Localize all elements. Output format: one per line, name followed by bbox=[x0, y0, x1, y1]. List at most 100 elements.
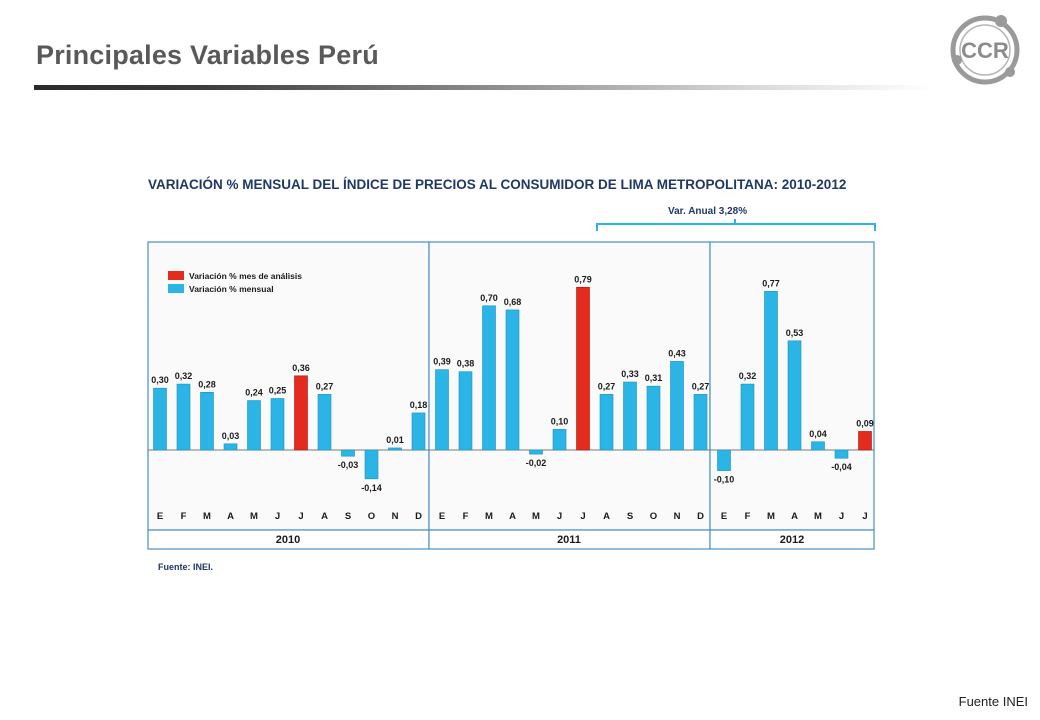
month-label-2012-2: F bbox=[745, 511, 751, 522]
value-label-2012-7: 0,09 bbox=[856, 418, 874, 428]
value-label-2010-11: 0,01 bbox=[386, 435, 404, 445]
month-label-2011-6: J bbox=[557, 511, 562, 522]
value-label-2010-1: 0,30 bbox=[151, 375, 169, 385]
year-label-2010: 2010 bbox=[276, 534, 300, 546]
bar-2012-4 bbox=[787, 340, 802, 451]
bar-2011-11 bbox=[670, 361, 684, 451]
bar-2010-8 bbox=[317, 394, 332, 451]
legend-label-monthly: Variación % mensual bbox=[189, 284, 274, 294]
bar-2011-5 bbox=[529, 449, 543, 455]
month-label-2012-7: J bbox=[862, 511, 867, 522]
value-label-2010-9: -0,03 bbox=[338, 460, 359, 470]
bar-2010-9 bbox=[341, 449, 355, 457]
value-label-2012-4: 0,53 bbox=[786, 328, 804, 338]
value-label-2010-3: 0,28 bbox=[198, 379, 216, 389]
value-label-2011-10: 0,31 bbox=[645, 373, 663, 383]
bar-2010-2 bbox=[176, 383, 191, 451]
chart-source: Fuente: INEI. bbox=[158, 562, 213, 572]
value-label-2011-6: 0,10 bbox=[551, 416, 569, 426]
chart-title: VARIACIÓN % MENSUAL DEL ÍNDICE DE PRECIO… bbox=[148, 177, 846, 192]
bar-2011-9 bbox=[623, 381, 637, 451]
month-label-2011-11: N bbox=[674, 511, 681, 522]
month-label-2011-1: E bbox=[439, 511, 445, 522]
value-label-2011-2: 0,38 bbox=[457, 359, 475, 369]
bar-2010-11 bbox=[388, 447, 402, 451]
month-label-2011-2: F bbox=[463, 511, 469, 522]
legend-label-highlight: Variación % mes de análisis bbox=[189, 271, 302, 281]
value-label-2011-3: 0,70 bbox=[480, 293, 498, 303]
value-label-2010-6: 0,25 bbox=[269, 386, 287, 396]
year-label-2012: 2012 bbox=[780, 534, 804, 546]
panel-2010 bbox=[147, 241, 430, 531]
bar-2010-5 bbox=[247, 400, 261, 451]
bar-2012-7 bbox=[858, 431, 872, 451]
annual-variation-label: Var. Anual 3,28% bbox=[668, 206, 747, 217]
value-label-2011-9: 0,33 bbox=[621, 369, 639, 379]
bar-2012-6 bbox=[834, 449, 849, 459]
value-label-2011-4: 0,68 bbox=[504, 297, 522, 307]
bar-2011-2 bbox=[458, 371, 473, 451]
value-label-2010-7: 0,36 bbox=[292, 363, 310, 373]
value-label-2011-7: 0,79 bbox=[574, 274, 592, 284]
bars-layer: 0,30 E 0,32 F 0,28 M 0,03 A 0,24 M 0,25 J 0,36 J 0,27 A… bbox=[151, 274, 874, 522]
value-label-2012-3: 0,77 bbox=[762, 278, 780, 288]
month-label-2010-2: F bbox=[181, 511, 187, 522]
bar-2011-1 bbox=[435, 369, 449, 451]
bar-2011-4 bbox=[505, 309, 520, 451]
month-label-2011-10: O bbox=[650, 511, 657, 522]
bar-2010-7 bbox=[294, 375, 308, 451]
month-label-2010-11: N bbox=[392, 511, 399, 522]
bar-2012-2 bbox=[740, 383, 755, 451]
logo-text: CCR bbox=[961, 38, 1009, 63]
bar-2011-6 bbox=[552, 429, 567, 451]
bar-2012-1 bbox=[717, 449, 731, 471]
month-label-2012-1: E bbox=[721, 511, 727, 522]
bar-2010-1 bbox=[153, 387, 167, 451]
month-label-2011-7: J bbox=[580, 511, 585, 522]
month-label-2011-9: S bbox=[627, 511, 633, 522]
bar-2010-6 bbox=[270, 398, 285, 451]
month-label-2011-12: D bbox=[697, 511, 704, 522]
bar-2010-12 bbox=[411, 412, 426, 451]
footer-source: Fuente INEI bbox=[958, 694, 1028, 709]
page-title: Principales Variables Perú bbox=[36, 40, 379, 70]
ccr-logo: CCR bbox=[950, 15, 1020, 85]
bar-2010-10 bbox=[364, 449, 379, 480]
value-label-2011-5: -0,02 bbox=[526, 458, 547, 468]
month-label-2010-7: J bbox=[298, 511, 303, 522]
month-label-2012-5: M bbox=[814, 511, 822, 522]
bar-2012-5 bbox=[811, 441, 825, 451]
month-label-2011-5: M bbox=[532, 511, 540, 522]
bar-2011-7 bbox=[576, 286, 590, 451]
month-label-2010-10: O bbox=[368, 511, 375, 522]
legend-swatch-highlight bbox=[168, 271, 184, 280]
month-label-2012-6: J bbox=[839, 511, 844, 522]
month-label-2010-3: M bbox=[203, 511, 211, 522]
value-label-2010-4: 0,03 bbox=[222, 431, 240, 441]
value-label-2010-10: -0,14 bbox=[361, 483, 382, 493]
bar-2011-12 bbox=[693, 394, 708, 451]
month-label-2010-5: M bbox=[250, 511, 258, 522]
month-label-2010-1: E bbox=[157, 511, 163, 522]
bar-2010-4 bbox=[223, 443, 238, 451]
month-label-2011-4: A bbox=[509, 511, 516, 522]
annual-bracket bbox=[596, 219, 876, 231]
value-label-2012-1: -0,10 bbox=[714, 475, 735, 485]
bar-2011-3 bbox=[482, 305, 496, 451]
month-label-2012-3: M bbox=[767, 511, 775, 522]
month-label-2010-8: A bbox=[321, 511, 328, 522]
month-label-2012-4: A bbox=[791, 511, 798, 522]
month-label-2010-6: J bbox=[275, 511, 280, 522]
bar-2011-10 bbox=[646, 385, 661, 451]
value-label-2011-12: 0,27 bbox=[692, 381, 710, 391]
value-label-2012-6: -0,04 bbox=[831, 462, 852, 472]
month-label-2010-9: S bbox=[345, 511, 351, 522]
bar-2012-3 bbox=[764, 291, 778, 451]
value-label-2012-2: 0,32 bbox=[739, 371, 757, 381]
month-label-2010-4: A bbox=[227, 511, 234, 522]
month-label-2011-8: A bbox=[603, 511, 610, 522]
value-label-2011-8: 0,27 bbox=[598, 381, 616, 391]
value-label-2010-12: 0,18 bbox=[410, 400, 428, 410]
year-label-2011: 2011 bbox=[557, 534, 581, 546]
